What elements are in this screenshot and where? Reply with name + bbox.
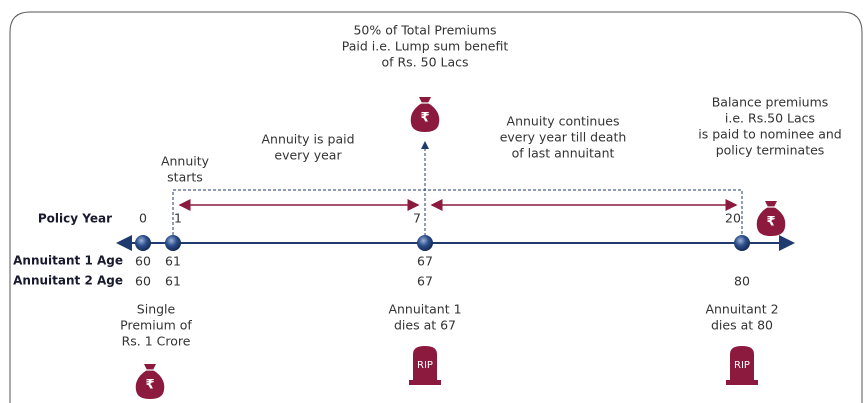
policy-year: 1 bbox=[174, 211, 182, 226]
bag-shape bbox=[135, 364, 165, 399]
label-line: starts bbox=[167, 170, 203, 185]
label-line: of Rs. 50 Lacs bbox=[381, 55, 468, 70]
frame bbox=[9, 11, 863, 403]
timeline-point bbox=[165, 235, 181, 251]
stone-base bbox=[726, 380, 758, 385]
money-bag: ₹ bbox=[135, 364, 165, 399]
bag-shape bbox=[410, 97, 440, 132]
label-line: every year till death bbox=[500, 130, 627, 145]
stone-base bbox=[409, 380, 441, 385]
stone bbox=[730, 346, 754, 382]
label-line: every year bbox=[274, 148, 342, 163]
bag-symbol: ₹ bbox=[145, 378, 154, 393]
row-label: Annuitant 1 Age bbox=[13, 254, 123, 268]
money-bag: ₹ bbox=[756, 201, 786, 236]
label-line: i.e. Rs.50 Lacs bbox=[725, 111, 815, 126]
age: 67 bbox=[417, 254, 433, 269]
policy-year: 7 bbox=[413, 211, 421, 226]
row-label: Annuitant 2 Age bbox=[13, 274, 123, 288]
dashed-bracket bbox=[172, 189, 743, 235]
bag-symbol: ₹ bbox=[420, 111, 429, 126]
row-label: Policy Year bbox=[38, 212, 112, 226]
policy-year: 20 bbox=[725, 211, 741, 226]
label-line: is paid to nominee and bbox=[698, 127, 841, 142]
label-line: dies at 67 bbox=[394, 318, 456, 333]
label-line: Annuity is paid bbox=[261, 132, 354, 147]
age: 80 bbox=[734, 274, 750, 289]
tomb-text: RIP bbox=[734, 360, 750, 371]
label-line: 50% of Total Premiums bbox=[353, 23, 496, 38]
policy-year: 0 bbox=[139, 211, 147, 226]
label-line: policy terminates bbox=[716, 143, 825, 158]
age: 67 bbox=[417, 274, 433, 289]
age: 61 bbox=[165, 274, 181, 289]
label-line: dies at 80 bbox=[711, 318, 773, 333]
label-line: Balance premiums bbox=[712, 95, 829, 110]
bag-shape bbox=[756, 201, 786, 236]
label-line: of last annuitant bbox=[512, 146, 615, 161]
stone bbox=[413, 346, 437, 382]
age: 61 bbox=[165, 254, 181, 269]
label-line: Annuity bbox=[161, 154, 210, 169]
label-line: Annuitant 1 bbox=[388, 302, 461, 317]
label-line: Annuity continues bbox=[507, 114, 620, 129]
label-line: Premium of bbox=[120, 318, 192, 333]
label-line: Single bbox=[137, 302, 176, 317]
timeline-point bbox=[135, 235, 151, 251]
age: 60 bbox=[135, 254, 151, 269]
age: 60 bbox=[135, 274, 151, 289]
tomb-text: RIP bbox=[417, 360, 433, 371]
label-line: Paid i.e. Lump sum benefit bbox=[342, 39, 509, 54]
tombstone: RIP bbox=[409, 346, 441, 385]
timeline-point bbox=[734, 235, 750, 251]
label-line: Rs. 1 Crore bbox=[122, 334, 191, 349]
bag-symbol: ₹ bbox=[766, 215, 775, 230]
tombstone: RIP bbox=[726, 346, 758, 385]
label-line: Annuitant 2 bbox=[705, 302, 778, 317]
timeline-point bbox=[417, 235, 433, 251]
money-bag: ₹ bbox=[410, 97, 440, 132]
